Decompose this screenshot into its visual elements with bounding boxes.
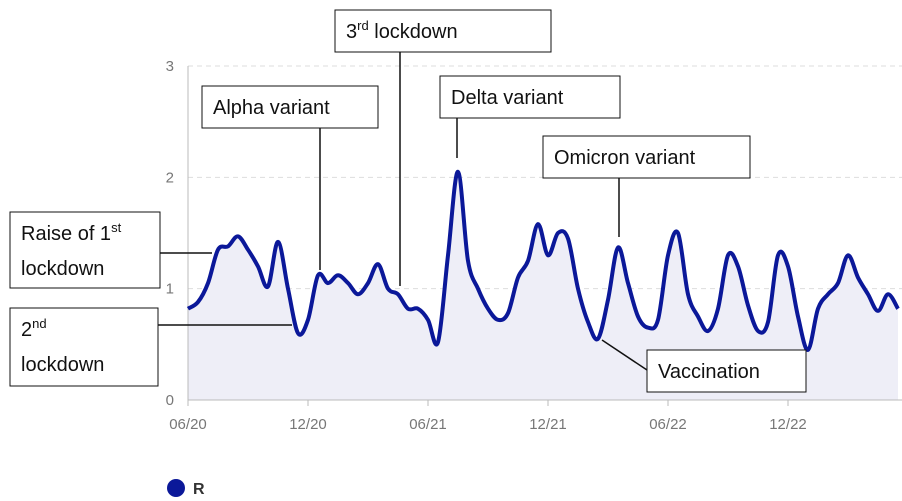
annotation-pointer bbox=[601, 339, 648, 371]
annotation-part: lockdown bbox=[21, 258, 104, 280]
y-tick-label: 0 bbox=[166, 392, 174, 409]
area bbox=[188, 171, 898, 400]
annotation-box bbox=[334, 9, 552, 53]
annotation-box bbox=[201, 85, 379, 129]
annotation-text: lockdown bbox=[21, 258, 104, 280]
x-tick-label: 12/20 bbox=[289, 416, 327, 433]
annotation-box bbox=[439, 75, 621, 119]
annotation-box bbox=[9, 307, 159, 387]
annotation-sup: nd bbox=[32, 316, 46, 331]
annotation-part: lockdown bbox=[21, 354, 104, 376]
annotation-text: Raise of 1st bbox=[21, 220, 122, 245]
legend-marker bbox=[167, 479, 185, 497]
annotation-part: Omicron variant bbox=[554, 147, 696, 169]
annotation-box bbox=[542, 135, 751, 179]
annotation-text: Vaccination bbox=[658, 361, 760, 383]
y-tick-label: 3 bbox=[166, 58, 174, 75]
y-tick-label: 2 bbox=[166, 169, 174, 186]
x-tick-label: 06/20 bbox=[169, 416, 207, 433]
annotation-part: Alpha variant bbox=[213, 97, 330, 119]
annotation-box bbox=[9, 211, 161, 289]
annotation-part: Delta variant bbox=[451, 87, 564, 109]
annotation-part: 3 bbox=[346, 21, 357, 43]
annotation-text: Omicron variant bbox=[554, 147, 696, 169]
line bbox=[186, 169, 900, 352]
annotation-part: 2 bbox=[21, 319, 32, 341]
annotation-text: Alpha variant bbox=[213, 97, 330, 119]
x-tick-label: 12/22 bbox=[769, 416, 807, 433]
annotation-text: Delta variant bbox=[451, 87, 564, 109]
x-tick-label: 06/21 bbox=[409, 416, 447, 433]
legend-label: R bbox=[193, 481, 205, 498]
annotation-sup: rd bbox=[357, 18, 369, 33]
annotation-part: Vaccination bbox=[658, 361, 760, 383]
annotation-text: lockdown bbox=[21, 354, 104, 376]
y-tick-label: 1 bbox=[166, 281, 174, 298]
annotation-box bbox=[646, 349, 807, 393]
x-tick-label: 12/21 bbox=[529, 416, 567, 433]
annotation-part: Raise of 1 bbox=[21, 223, 111, 245]
annotation-sup: st bbox=[111, 220, 122, 235]
annotation-part: lockdown bbox=[369, 21, 458, 43]
annotation-text: 3rd lockdown bbox=[346, 18, 458, 43]
x-tick-label: 06/22 bbox=[649, 416, 687, 433]
annotation-text: 2nd bbox=[21, 316, 47, 341]
